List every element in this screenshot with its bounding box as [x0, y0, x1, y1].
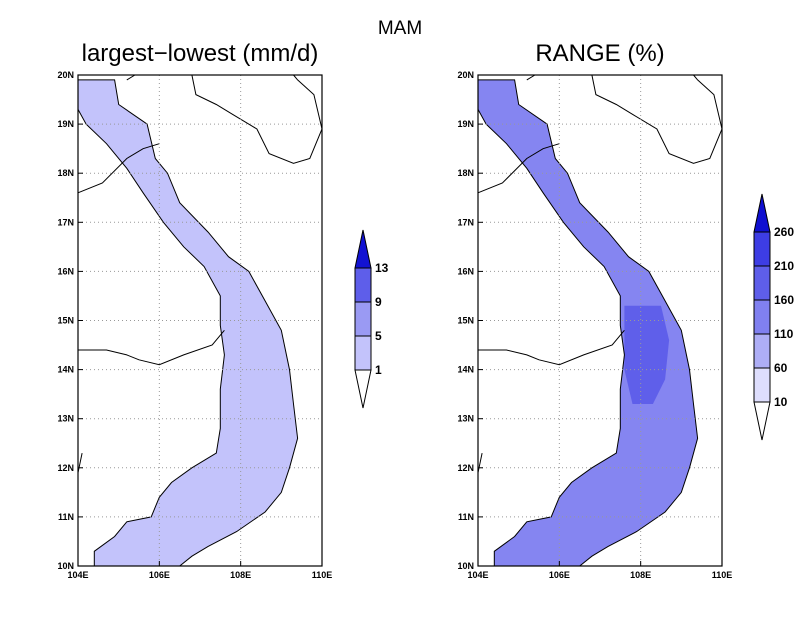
right-colorbar-box — [753, 333, 771, 369]
left-x-tick-label: 104E — [67, 570, 88, 580]
right-border-line-0 — [478, 329, 625, 366]
left-y-tick-label: 17N — [57, 217, 74, 227]
left-border-line-4 — [126, 74, 136, 81]
right-colorbar-label: 110 — [774, 327, 794, 341]
right-colorbar-label: 210 — [774, 259, 794, 273]
left-y-tick-label: 11N — [58, 512, 74, 522]
right-colorbar-label: 60 — [774, 361, 788, 375]
left-colorbar-box — [354, 267, 372, 303]
left-border-line-3 — [77, 452, 83, 473]
right-x-tick-label: 110E — [712, 570, 733, 580]
left-colorbar-label: 1 — [375, 363, 382, 377]
left-colorbar-label: 13 — [375, 261, 389, 275]
left-border-line-0 — [78, 329, 225, 366]
right-colorbar-box — [753, 265, 771, 301]
right-colorbar-max-arrow — [753, 193, 771, 233]
left-y-tick-label: 14N — [57, 365, 74, 375]
right-y-tick-label: 16N — [457, 266, 474, 276]
left-colorbar-label: 5 — [375, 329, 382, 343]
left-y-tick-label: 19N — [57, 119, 74, 129]
right-y-tick-label: 17N — [457, 217, 474, 227]
right-colorbar-min-arrow — [753, 401, 771, 441]
right-y-tick-label: 14N — [457, 365, 474, 375]
right-x-tick-label: 106E — [549, 570, 570, 580]
left-colorbar-max-arrow — [354, 229, 372, 269]
right-colorbar-label: 160 — [774, 293, 794, 307]
right-border-line-4 — [526, 74, 536, 81]
right-y-tick-label: 18N — [457, 168, 474, 178]
left-y-tick-label: 20N — [57, 70, 74, 80]
right-colorbar-box — [753, 299, 771, 335]
left-x-tick-label: 110E — [312, 570, 333, 580]
right-inland-region — [624, 305, 670, 404]
right-colorbar-box — [753, 231, 771, 267]
right-data-region — [478, 79, 698, 567]
left-colorbar-min-arrow — [354, 369, 372, 409]
right-y-tick-label: 19N — [457, 119, 474, 129]
left-colorbar-box — [354, 301, 372, 337]
right-colorbar-label: 10 — [774, 395, 788, 409]
left-panel-title: largest−lowest (mm/d) — [81, 40, 319, 67]
left-data-region — [78, 79, 298, 567]
figure-title: MAM — [377, 18, 423, 39]
left-colorbar-box — [354, 335, 372, 371]
left-y-tick-label: 18N — [57, 168, 74, 178]
left-y-tick-label: 15N — [57, 316, 74, 326]
right-y-tick-label: 20N — [457, 70, 474, 80]
left-x-tick-label: 108E — [230, 570, 251, 580]
left-border-line-2 — [191, 74, 323, 164]
right-y-tick-label: 11N — [458, 512, 474, 522]
right-x-tick-label: 104E — [467, 570, 488, 580]
right-y-tick-label: 13N — [457, 414, 474, 424]
left-colorbar-label: 9 — [375, 295, 382, 309]
left-y-tick-label: 13N — [57, 414, 74, 424]
right-border-line-2 — [591, 74, 723, 164]
left-y-tick-label: 12N — [57, 463, 74, 473]
right-colorbar-label: 260 — [774, 225, 794, 239]
right-x-tick-label: 108E — [630, 570, 651, 580]
right-y-tick-label: 12N — [457, 463, 474, 473]
right-y-tick-label: 15N — [457, 316, 474, 326]
left-border-line-1 — [77, 143, 160, 194]
right-panel-title: RANGE (%) — [535, 40, 665, 67]
right-border-line-1 — [477, 143, 560, 194]
left-y-tick-label: 10N — [57, 561, 74, 571]
right-colorbar-box — [753, 367, 771, 403]
right-y-tick-label: 10N — [457, 561, 474, 571]
left-x-tick-label: 106E — [149, 570, 170, 580]
left-y-tick-label: 16N — [57, 266, 74, 276]
right-border-line-3 — [477, 452, 483, 473]
